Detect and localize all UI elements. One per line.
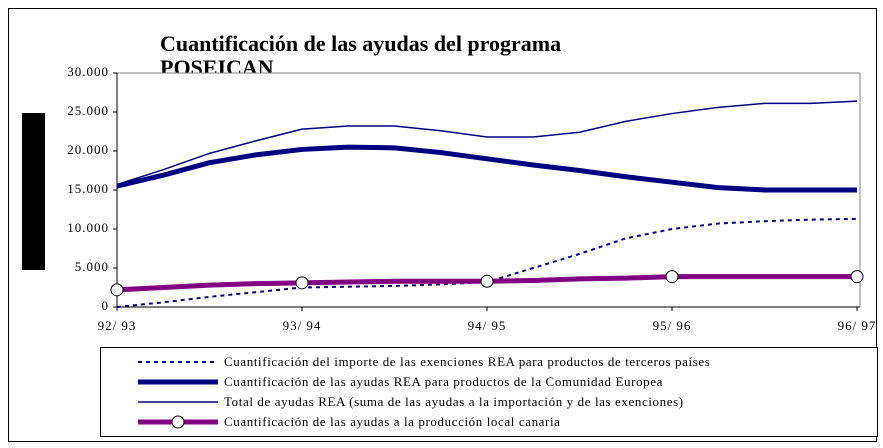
legend	[100, 347, 878, 437]
legend-label: Total de ayudas REA (suma de las ayudas …	[224, 394, 684, 409]
x-tick-label: 92/ 93	[98, 318, 137, 333]
y-tick-label: 15.000	[67, 181, 109, 196]
y-tick-label: 5.000	[75, 259, 109, 274]
chart-title: Cuantificación de las ayudas del program…	[160, 31, 561, 56]
x-tick-label: 95/ 96	[653, 318, 692, 333]
y-tick-label: 20.000	[67, 142, 109, 157]
series-marker	[850, 270, 864, 284]
y-tick-label: 0	[102, 298, 110, 313]
x-tick-label: 93/ 94	[283, 318, 322, 333]
series-marker	[110, 283, 124, 297]
series-line	[116, 100, 858, 186]
y-tick-label: 25.000	[67, 103, 109, 118]
series-line	[116, 144, 857, 193]
legend-label: Cuantificación de las ayudas REA para pr…	[224, 374, 663, 389]
series-marker	[665, 270, 679, 284]
y-tick-label: 10.000	[67, 220, 109, 235]
legend-marker	[171, 415, 185, 429]
legend-label: Cuantificación de las ayudas a la produc…	[224, 414, 561, 429]
y-tick-label: 30.000	[67, 64, 109, 79]
y-axis-label-redacted	[22, 113, 45, 270]
x-tick-label: 94/ 95	[468, 318, 507, 333]
series-marker	[295, 276, 309, 290]
legend-label: Cuantificación del importe de las exenci…	[224, 354, 710, 369]
x-tick-label: 96/ 97	[838, 318, 877, 333]
series-marker	[480, 274, 494, 288]
